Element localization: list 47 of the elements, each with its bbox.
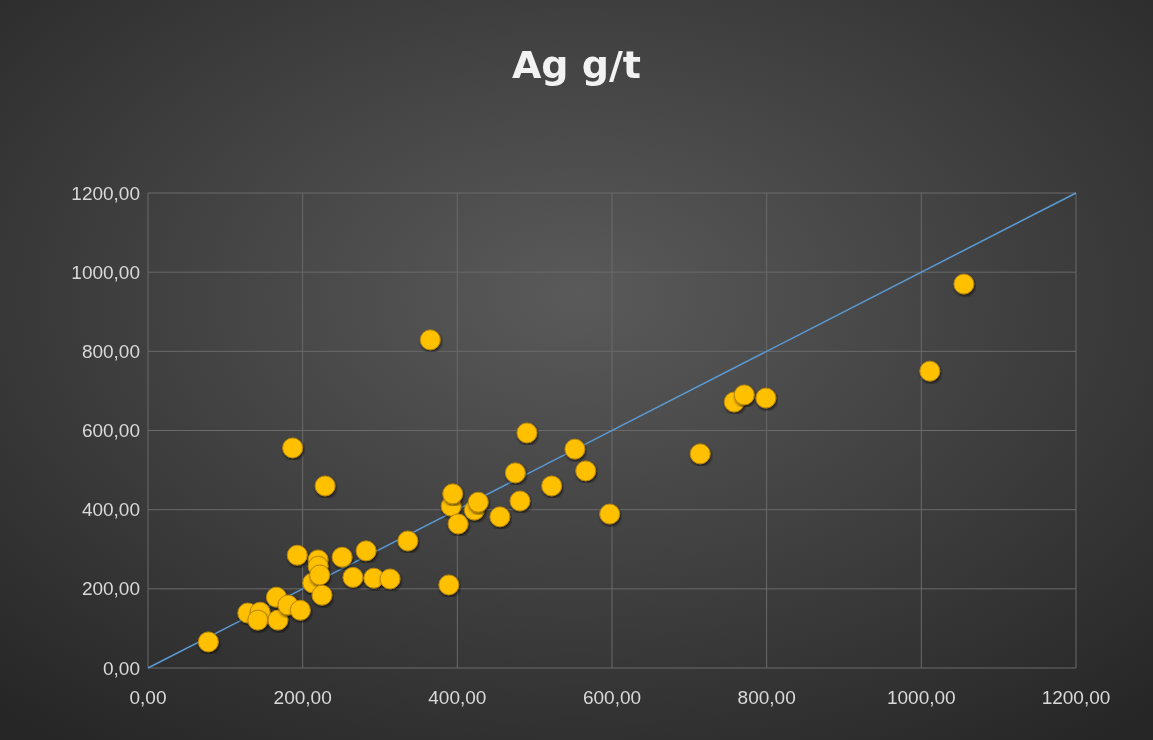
point bbox=[331, 546, 353, 568]
point bbox=[733, 384, 755, 406]
point bbox=[286, 544, 308, 566]
y-tick-label: 0,00 bbox=[103, 657, 140, 679]
point bbox=[509, 490, 531, 512]
point bbox=[953, 273, 975, 295]
point bbox=[197, 631, 219, 653]
point bbox=[419, 329, 441, 351]
point bbox=[541, 475, 563, 497]
y-tick-label: 600,00 bbox=[81, 420, 140, 442]
point bbox=[599, 503, 621, 525]
point bbox=[689, 443, 711, 465]
point bbox=[267, 609, 289, 631]
point bbox=[355, 540, 377, 562]
point bbox=[289, 599, 311, 621]
point bbox=[311, 584, 333, 606]
x-tick-label: 1200,00 bbox=[1041, 687, 1111, 708]
x-tick-label: 0,00 bbox=[129, 687, 167, 708]
x-tick-label: 800,00 bbox=[737, 687, 796, 708]
point bbox=[575, 460, 597, 482]
x-tick-label: 400,00 bbox=[428, 687, 487, 708]
chart-title: Ag g/t bbox=[511, 43, 642, 87]
point bbox=[755, 387, 777, 409]
point bbox=[489, 506, 511, 528]
y-tick-label: 400,00 bbox=[81, 499, 140, 521]
point bbox=[314, 475, 336, 497]
point bbox=[282, 437, 304, 459]
point bbox=[467, 491, 489, 513]
point bbox=[919, 360, 941, 382]
x-tick-label: 1000,00 bbox=[886, 687, 956, 708]
y-tick-label: 1200,00 bbox=[71, 182, 140, 204]
x-tick-label: 600,00 bbox=[582, 687, 642, 708]
point bbox=[516, 422, 538, 444]
y-tick-label: 200,00 bbox=[81, 578, 140, 600]
point bbox=[397, 530, 419, 552]
point bbox=[309, 564, 331, 586]
point bbox=[564, 438, 586, 460]
point bbox=[379, 568, 401, 590]
point bbox=[342, 566, 364, 588]
point bbox=[504, 462, 526, 484]
x-tick-label: 200,00 bbox=[273, 687, 332, 708]
point bbox=[247, 609, 269, 631]
point bbox=[438, 574, 460, 596]
y-tick-label: 800,00 bbox=[81, 340, 140, 362]
point bbox=[442, 483, 464, 505]
point bbox=[447, 513, 469, 535]
y-tick-label: 1000,00 bbox=[71, 261, 140, 283]
